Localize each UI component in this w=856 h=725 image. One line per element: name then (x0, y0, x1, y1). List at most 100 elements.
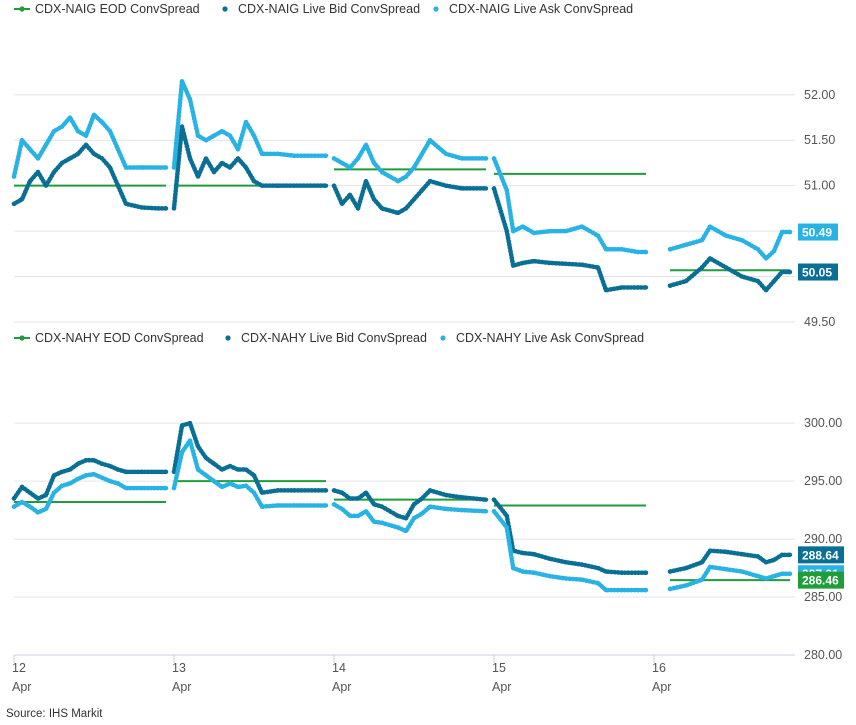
data-point (235, 156, 241, 161)
data-point (563, 576, 569, 581)
data-point (603, 569, 609, 574)
data-point (411, 502, 417, 507)
data-point (411, 197, 417, 202)
data-point (707, 256, 713, 261)
data-point (75, 461, 81, 466)
data-point (75, 476, 81, 482)
series-bid (11, 124, 793, 293)
legend-marker-icon (222, 6, 228, 12)
data-point (395, 210, 401, 216)
data-point (275, 151, 281, 157)
data-point (683, 565, 689, 571)
data-point (371, 502, 377, 507)
data-point (251, 473, 257, 478)
data-point (179, 449, 185, 455)
data-point (243, 483, 249, 488)
data-point (395, 513, 401, 519)
data-point (563, 228, 569, 234)
data-point (779, 571, 785, 576)
data-point (195, 133, 201, 138)
series-eod (14, 168, 790, 272)
data-point (51, 128, 57, 134)
data-point (699, 577, 705, 582)
data-point (683, 583, 689, 588)
data-point (755, 278, 761, 284)
legend-item-ask[interactable]: CDX-NAHY Live Ask ConvSpread (440, 331, 644, 345)
data-point (579, 562, 585, 567)
data-point (227, 481, 233, 486)
data-point (11, 504, 17, 509)
data-point (547, 573, 553, 579)
legend-item-bid[interactable]: CDX-NAHY Live Bid ConvSpread (225, 331, 427, 345)
data-point (11, 201, 17, 207)
data-point (35, 510, 41, 515)
data-point (427, 504, 433, 509)
data-point (563, 261, 569, 267)
data-point (19, 138, 25, 143)
data-point (355, 206, 361, 211)
data-point (323, 153, 329, 158)
data-point (67, 481, 73, 486)
data-point (635, 570, 641, 575)
data-point (371, 519, 377, 524)
data-point (187, 156, 193, 161)
data-point (27, 178, 33, 184)
data-point (339, 160, 345, 166)
data-point (667, 569, 673, 574)
data-point (195, 467, 201, 472)
data-point (459, 156, 465, 161)
data-point (595, 580, 601, 586)
legend-item-eod[interactable]: CDX-NAHY EOD ConvSpread (14, 331, 204, 345)
data-point (483, 186, 489, 191)
data-point (163, 206, 169, 211)
data-point (779, 269, 785, 275)
x-tick-day-label: 13 (172, 661, 186, 675)
data-point (163, 469, 169, 475)
badge-box (798, 571, 844, 589)
data-point (443, 506, 449, 512)
data-point (763, 576, 769, 581)
legend-item-eod[interactable]: CDX-NAIG EOD ConvSpread (14, 2, 200, 16)
data-point (739, 569, 745, 574)
data-point (35, 496, 41, 501)
legend-marker-icon (19, 6, 25, 12)
data-point (395, 178, 401, 184)
legend-label: CDX-NAHY Live Bid ConvSpread (241, 331, 427, 345)
data-point (99, 461, 105, 466)
data-point (83, 473, 89, 478)
data-point (211, 478, 217, 484)
y-tick-label: 49.50 (804, 315, 835, 329)
data-point (123, 201, 129, 207)
legend-label: CDX-NAHY EOD ConvSpread (35, 331, 204, 345)
data-point (619, 285, 625, 290)
data-point (219, 484, 225, 490)
data-point (75, 151, 81, 157)
data-point (427, 178, 433, 184)
x-tick-day-label: 14 (332, 661, 346, 675)
data-point (403, 174, 409, 179)
data-point (123, 485, 129, 491)
data-point (531, 551, 537, 557)
data-point (59, 124, 65, 129)
data-point (411, 516, 417, 521)
data-point (459, 495, 465, 500)
dotted-series-segment (171, 124, 329, 211)
data-point (43, 506, 49, 512)
legend-item-ask[interactable]: CDX-NAIG Live Ask ConvSpread (433, 2, 633, 16)
data-point (635, 249, 641, 255)
legend-item-bid[interactable]: CDX-NAIG Live Bid ConvSpread (222, 2, 420, 16)
data-point (91, 151, 97, 157)
data-point (203, 138, 209, 143)
data-point (187, 438, 193, 443)
data-point (603, 287, 609, 293)
data-point (67, 156, 73, 161)
data-point (91, 471, 97, 477)
legend-marker-icon (440, 335, 446, 341)
data-point (115, 481, 121, 486)
data-point (347, 513, 353, 519)
badge-label: 50.49 (802, 226, 832, 240)
data-point (291, 503, 297, 508)
data-point (355, 513, 361, 519)
data-point (115, 467, 121, 472)
